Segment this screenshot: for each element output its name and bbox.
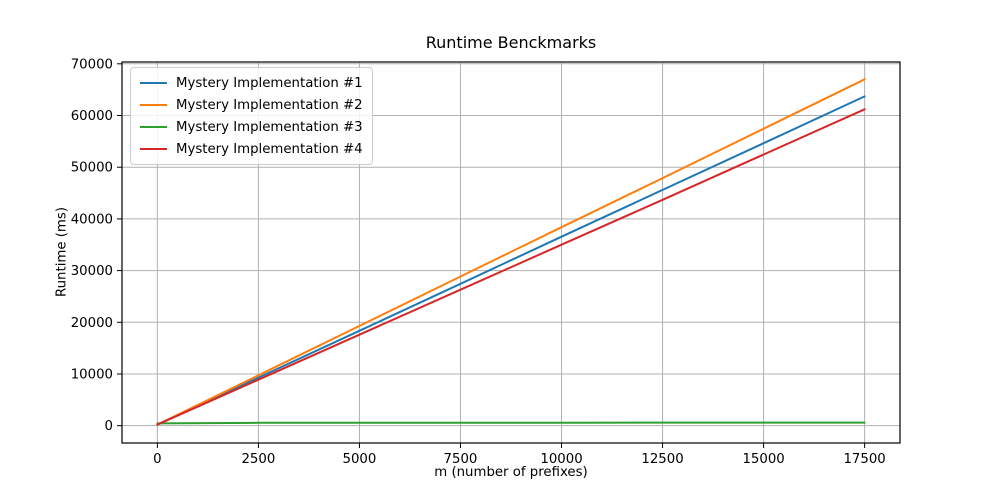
- axes-frame: [121, 61, 901, 444]
- y-tick-label: 40000: [71, 212, 113, 227]
- x-tick-label: 5000: [343, 452, 377, 467]
- x-tick-label: 15000: [742, 452, 784, 467]
- legend-item-2: Mystery Implementation #2: [140, 95, 363, 115]
- x-tick-label: 10000: [540, 452, 582, 467]
- legend-item-1: Mystery Implementation #1: [140, 73, 363, 93]
- legend-label: Mystery Implementation #4: [176, 141, 363, 157]
- y-tick-label: 60000: [71, 109, 113, 124]
- legend-label: Mystery Implementation #1: [176, 75, 363, 91]
- series-line-2: [156, 78, 866, 426]
- series-line-4: [156, 108, 866, 426]
- y-tick-label: 0: [105, 419, 113, 434]
- x-tick-label: 2500: [241, 452, 275, 467]
- legend-item-4: Mystery Implementation #4: [140, 139, 363, 159]
- y-tick-label: 50000: [71, 161, 113, 176]
- legend-line-swatch: [140, 125, 167, 129]
- y-tick-label: 70000: [71, 57, 113, 72]
- series-line-1: [156, 95, 866, 426]
- legend-line-swatch: [140, 103, 167, 107]
- legend: Mystery Implementation #1 Mystery Impleme…: [130, 67, 373, 165]
- y-axis-label: Runtime (ms): [54, 206, 70, 298]
- legend-item-3: Mystery Implementation #3: [140, 117, 363, 137]
- x-tick-label: 17500: [843, 452, 885, 467]
- y-tick-label: 20000: [71, 316, 113, 331]
- y-tick-label: 30000: [71, 264, 113, 279]
- chart-title: Runtime Benckmarks: [425, 33, 597, 52]
- x-tick-label: 12500: [641, 452, 683, 467]
- x-tick-label: 7500: [444, 452, 478, 467]
- legend-line-swatch: [140, 147, 167, 151]
- legend-label: Mystery Implementation #2: [176, 97, 363, 113]
- legend-label: Mystery Implementation #3: [176, 119, 363, 135]
- x-axis-label: m (number of prefixes): [434, 465, 588, 480]
- x-tick-label: 0: [153, 452, 161, 467]
- y-tick-label: 10000: [71, 367, 113, 382]
- series-line-3: [156, 421, 866, 425]
- legend-line-swatch: [140, 81, 167, 85]
